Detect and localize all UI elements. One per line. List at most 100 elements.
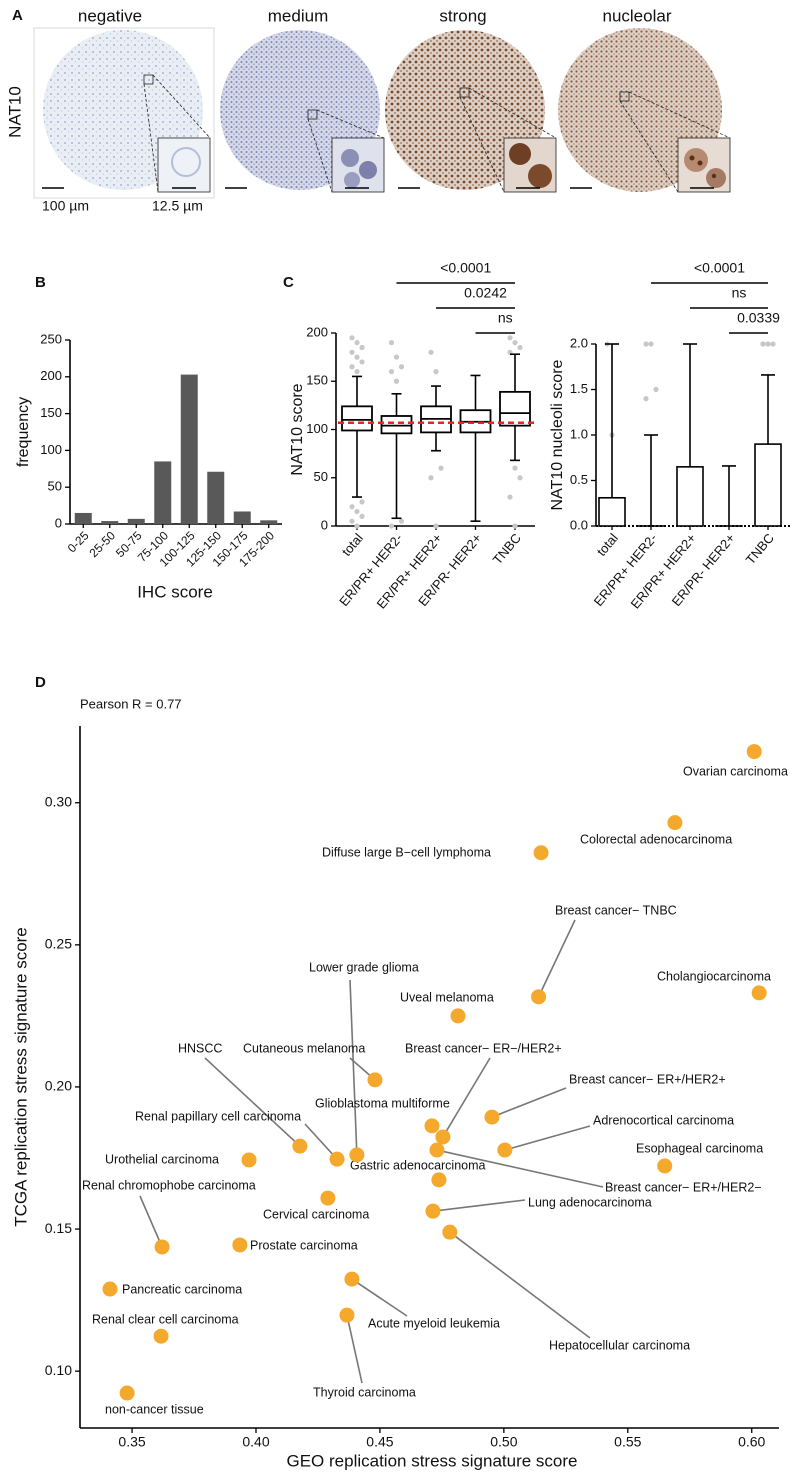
point-label: Thyroid carcinoma — [313, 1385, 416, 1399]
point — [154, 1239, 170, 1255]
outlier — [433, 369, 439, 375]
outlier — [349, 518, 355, 524]
outlier — [512, 523, 518, 529]
comparison-label: <0.0001 — [440, 260, 491, 276]
cell — [171, 147, 201, 177]
outlier — [354, 340, 360, 346]
outlier — [349, 364, 355, 370]
x-tick-label: 0.50 — [490, 1434, 517, 1450]
outlier — [349, 504, 355, 510]
zoom-line — [468, 87, 557, 139]
leader-line — [346, 1314, 363, 1384]
zoom-line — [316, 109, 385, 139]
zoom-line — [152, 74, 211, 139]
box — [380, 415, 413, 435]
y-tick-label: 50 — [314, 469, 328, 484]
point-label: Esophageal carcinoma — [636, 1141, 763, 1155]
point-label: Ovarian carcinoma — [683, 764, 788, 778]
point-label: Uveal melanoma — [400, 990, 494, 1004]
point — [329, 1151, 345, 1167]
outlier — [512, 465, 518, 471]
point — [533, 845, 549, 861]
panel-title: negative — [78, 6, 142, 25]
point — [153, 1328, 169, 1344]
point-label: Diffuse large B−cell lymphoma — [322, 845, 491, 859]
outlier — [393, 354, 400, 360]
point — [119, 1385, 135, 1401]
scale-label: 12.5 µm — [152, 198, 203, 214]
comparison-label: 0.0339 — [737, 310, 780, 326]
panel-letter: D — [35, 674, 46, 691]
cell — [344, 172, 360, 188]
outlier — [393, 378, 400, 384]
leader-line — [449, 1231, 591, 1339]
y-tick-label: 0.20 — [45, 1078, 72, 1094]
outlier — [760, 341, 766, 347]
y-tick-label: 0 — [55, 515, 62, 530]
point — [424, 1118, 440, 1134]
zoom-line — [143, 83, 159, 193]
outlier — [388, 369, 395, 375]
outlier — [359, 344, 365, 351]
outlier — [398, 518, 405, 524]
y-tick-label: 0.30 — [45, 793, 72, 809]
cell — [528, 164, 552, 188]
x-tick-label: TNBC — [490, 530, 524, 567]
y-axis-label: NAT10 nucleoli score — [549, 359, 566, 510]
point — [667, 815, 683, 831]
outlier — [765, 341, 771, 347]
point-label: Cutaneous melanoma — [243, 1041, 365, 1055]
point — [425, 1203, 441, 1219]
bar — [180, 374, 198, 524]
point-label: Glioblastoma multiforme — [315, 1096, 450, 1110]
y-tick-label: 100 — [306, 421, 328, 436]
nucleolus — [711, 173, 717, 179]
zoom-line — [628, 91, 731, 139]
outlier — [349, 335, 355, 341]
outlier — [428, 475, 434, 481]
box — [341, 405, 373, 432]
cell — [684, 148, 708, 172]
nucleolus — [689, 155, 695, 161]
point — [102, 1281, 118, 1297]
outlier — [359, 513, 365, 519]
zoom-line — [307, 118, 333, 193]
point — [241, 1152, 257, 1168]
comparison-label: ns — [498, 310, 513, 326]
cell — [706, 168, 726, 188]
outlier — [388, 523, 395, 529]
point-label: Renal clear cell carcinoma — [92, 1312, 239, 1326]
point — [442, 1224, 458, 1240]
point — [450, 1008, 466, 1024]
outlier — [359, 499, 365, 505]
zoom-box — [307, 109, 318, 120]
x-tick-label: total — [339, 530, 366, 559]
outlier — [438, 465, 444, 471]
zoom-box — [143, 74, 154, 85]
y-tick-label: 0.25 — [45, 936, 72, 952]
x-tick-label: 0.40 — [242, 1434, 269, 1450]
point-label: Gastric adenocarcinoma — [350, 1158, 486, 1172]
point — [531, 989, 547, 1005]
bar — [754, 443, 782, 527]
point — [349, 1147, 365, 1163]
x-tick-label: total — [594, 530, 621, 559]
point-label: Lung adenocarcinoma — [528, 1195, 652, 1209]
comparison-label: <0.0001 — [694, 260, 745, 276]
point-label: Acute myeloid leukemia — [368, 1316, 500, 1330]
point — [431, 1172, 447, 1188]
y-tick-label: 0 — [321, 517, 328, 532]
point-label: Cholangiocarcinoma — [657, 969, 771, 983]
cell — [359, 161, 377, 179]
outlier — [517, 475, 523, 481]
outlier — [354, 523, 360, 529]
leader-line — [491, 1087, 567, 1118]
x-tick-label: TNBC — [743, 530, 777, 567]
x-axis-label: GEO replication stress signature score — [286, 1451, 577, 1470]
outlier — [359, 359, 365, 365]
point-label: non-cancer tissue — [105, 1402, 204, 1416]
x-tick-label: 25-50 — [87, 528, 119, 560]
leader-line — [349, 979, 358, 1155]
point-label: Adrenocortical carcinoma — [593, 1113, 734, 1127]
